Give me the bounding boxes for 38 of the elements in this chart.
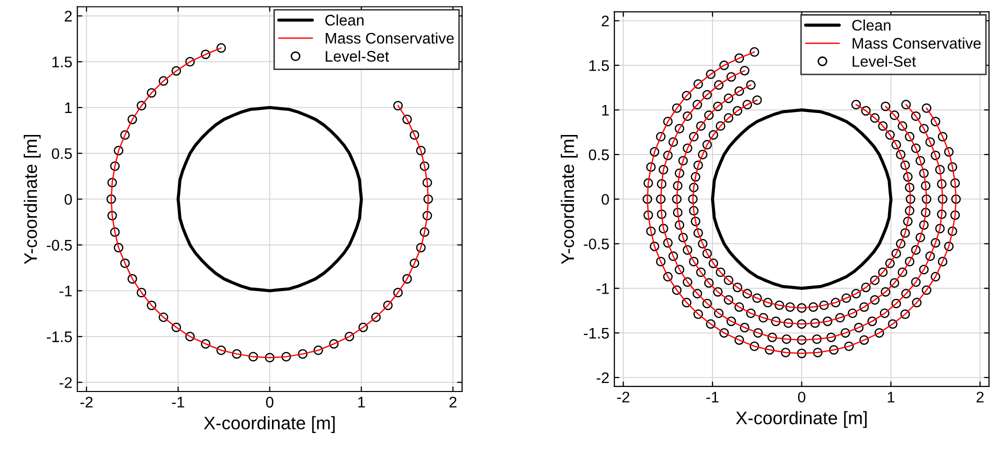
y-tick-label: 0: [602, 194, 609, 205]
y-tick-label: 0: [64, 194, 72, 205]
x-tick-label: 1: [888, 392, 894, 402]
y-tick-label: -0.5: [584, 238, 609, 250]
x-tick-label: -1: [706, 392, 719, 402]
y-axis-title: Y-coordinate [m]: [560, 135, 578, 264]
y-tick-label: 2: [602, 16, 609, 26]
legend-label: Clean: [325, 14, 364, 26]
x-tick-label: 0: [798, 392, 806, 403]
y-tick-label: 1.5: [52, 56, 72, 68]
y-tick-label: -1: [596, 283, 609, 294]
x-tick-label: -2: [617, 392, 630, 402]
legend-label: Clean: [852, 19, 890, 31]
y-tick-label: 1: [602, 104, 609, 116]
y-tick-label: -2: [596, 372, 609, 384]
x-tick-label: 2: [976, 392, 984, 402]
x-tick-label: -1: [172, 396, 184, 408]
y-tick-label: -1.5: [584, 328, 609, 339]
legend-label: Mass Conservative: [326, 32, 454, 44]
x-tick-label: 1: [358, 396, 365, 408]
x-tick-label: -2: [80, 396, 93, 408]
y-tick-label: 2: [64, 10, 72, 22]
y-tick-label: -2: [60, 377, 72, 388]
y-axis-title: Y-coordinate [m]: [24, 135, 41, 264]
x-tick-label: 0: [266, 396, 274, 408]
x-tick-label: 2: [449, 396, 456, 408]
legend-label: Mass Conservative: [852, 38, 981, 49]
y-tick-label: -0.5: [46, 240, 72, 251]
x-axis-title: X-coordinate [m]: [736, 411, 867, 428]
y-tick-label: 1.5: [589, 60, 609, 72]
legend-label: Level-Set: [326, 50, 389, 62]
y-tick-label: 0.5: [52, 148, 72, 160]
y-tick-label: 0.5: [588, 149, 609, 160]
legend-label: Level-Set: [852, 56, 916, 67]
x-axis-title: X-coordinate [m]: [204, 416, 335, 433]
y-tick-label: -1.5: [46, 332, 72, 342]
y-tick-label: 1: [65, 102, 72, 114]
y-tick-label: -1: [60, 286, 72, 296]
